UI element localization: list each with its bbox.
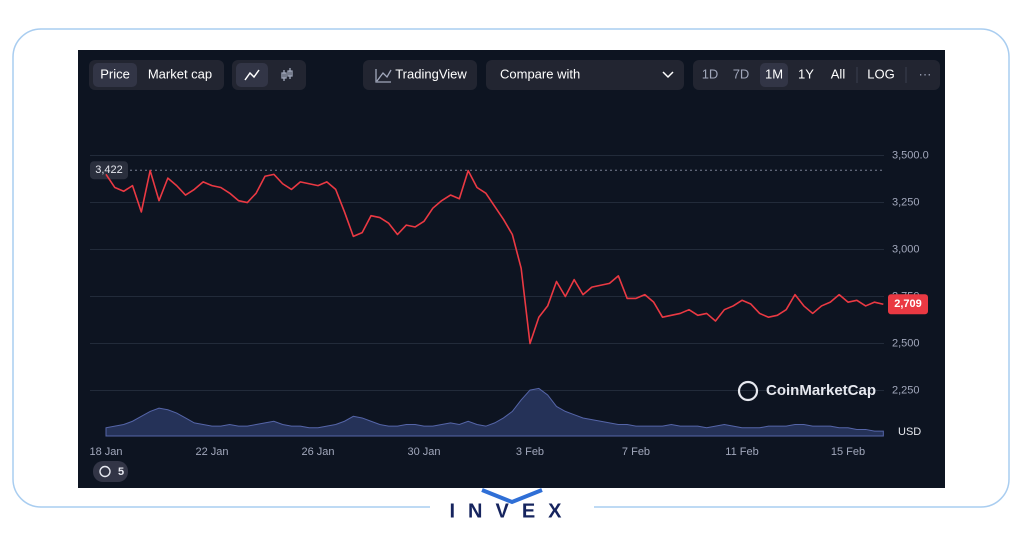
- chevron[interactable]: [662, 71, 674, 79]
- y-tick-label: 3,000: [892, 243, 920, 255]
- line-icon[interactable]: [244, 69, 260, 81]
- last-value-label: 2,709: [894, 298, 922, 310]
- y-tick-label: 2,500: [892, 337, 920, 349]
- max-badge: [90, 161, 128, 180]
- button-group: [363, 60, 477, 90]
- x-tick-label: 18 Jan: [89, 446, 122, 458]
- watermark-logo: [737, 380, 759, 402]
- brand-text: INVEX: [449, 500, 574, 522]
- x-tick-label: 22 Jan: [195, 446, 228, 458]
- tv-icon[interactable]: [375, 69, 392, 83]
- x-tick-label: 26 Jan: [301, 446, 334, 458]
- button-label[interactable]: 1D: [702, 66, 719, 81]
- max-label: 3,422: [95, 164, 123, 176]
- y-unit: USD: [898, 426, 921, 438]
- button-label[interactable]: ···: [919, 66, 932, 81]
- watermark: CoinMarketCap: [766, 382, 876, 399]
- brand-mark: [481, 488, 543, 505]
- button-label[interactable]: Price: [100, 66, 130, 81]
- last-value-badge: [888, 294, 928, 315]
- button-label[interactable]: All: [831, 66, 846, 81]
- volume-area: [105, 387, 884, 437]
- candle-icon[interactable]: [281, 68, 293, 81]
- button-group: [486, 60, 684, 90]
- x-tick-label: 7 Feb: [622, 446, 650, 458]
- y-tick-label: 2,250: [892, 384, 920, 396]
- button-label[interactable]: Market cap: [148, 66, 212, 81]
- button-label[interactable]: 1M: [765, 66, 783, 81]
- button-label[interactable]: 7D: [733, 66, 750, 81]
- active-pill: [93, 63, 137, 87]
- history-count[interactable]: 5: [118, 466, 124, 478]
- button-label[interactable]: LOG: [867, 66, 894, 81]
- active-pill: [760, 63, 788, 87]
- y-tick-label: 3,500.0: [892, 149, 929, 161]
- x-tick-label: 11 Feb: [725, 446, 758, 458]
- button-label[interactable]: 1Y: [798, 66, 814, 81]
- button-label[interactable]: TradingView: [395, 66, 467, 81]
- y-tick-label: 3,250: [892, 196, 920, 208]
- button-group: [693, 60, 940, 90]
- history-icon[interactable]: [99, 465, 111, 478]
- price-line: [105, 169, 884, 345]
- button-label[interactable]: Compare with: [500, 66, 580, 81]
- x-tick-label: 3 Feb: [516, 446, 544, 458]
- x-tick-label: 30 Jan: [407, 446, 440, 458]
- x-tick-label: 15 Feb: [831, 446, 865, 458]
